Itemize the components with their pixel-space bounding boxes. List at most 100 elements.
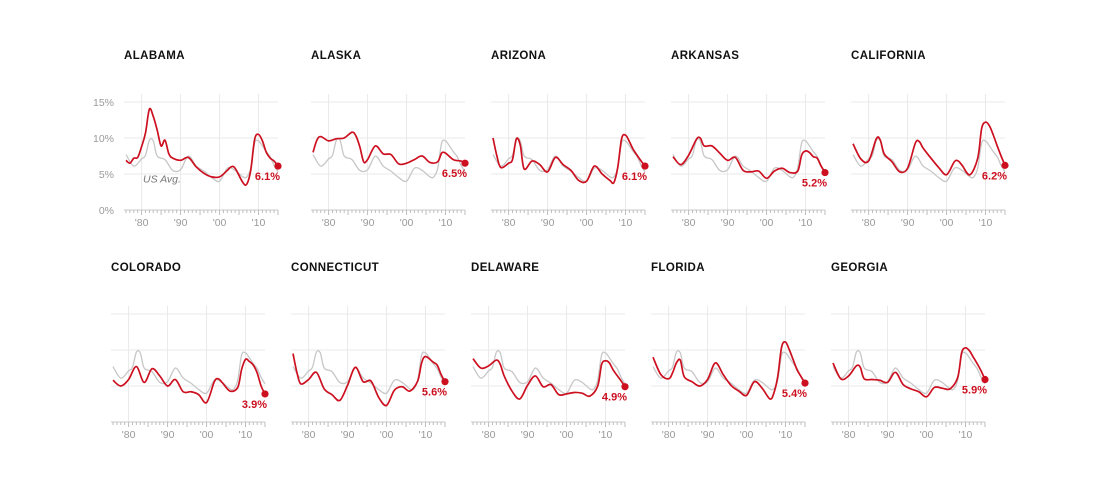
x-tick-label: '90 [541,217,555,229]
x-tick-label: '90 [521,429,535,441]
end-point-dot [821,168,829,177]
end-point-dot [621,383,629,391]
state-unemployment-line [112,358,266,404]
state-panel-arkansas: '80 '90 '00 '10 ARKANSAS 5.2% [671,50,829,229]
state-panel-delaware: '80 '90 '00 '10 DELAWARE 4.9% [471,262,629,441]
us-average-line [292,349,446,395]
x-tick-label: '00 [740,429,754,441]
state-panel-florida: '80 '90 '00 '10 FLORIDA 5.4% [651,262,809,441]
state-unemployment-line [125,107,279,187]
state-title: CONNECTICUT [291,262,379,274]
x-tick-label: '80 [502,217,516,229]
y-tick-label: 5% [99,169,114,181]
state-title: COLORADO [111,262,181,274]
end-value-label: 5.2% [802,178,827,190]
x-tick-label: '90 [174,217,188,229]
x-tick-label: '10 [619,217,633,229]
us-average-line [672,137,826,183]
x-tick-label: '00 [380,429,394,441]
y-tick-label: 10% [93,133,114,145]
state-title: DELAWARE [471,262,539,274]
end-value-label: 6.2% [982,170,1007,182]
us-average-line [112,349,266,395]
end-value-label: 5.9% [962,385,987,397]
state-unemployment-line [472,358,626,400]
state-panel-alaska: '80 '90 '00 '10 ALASKA 6.5% [311,50,469,229]
us-average-line [852,137,1006,183]
x-tick-label: '00 [760,217,774,229]
x-tick-label: '80 [302,429,316,441]
end-point-dot [981,375,989,384]
state-title: ARIZONA [491,50,546,62]
x-tick-label: '10 [979,217,993,229]
x-tick-label: '90 [361,217,375,229]
x-tick-label: '90 [721,217,735,229]
x-tick-label: '00 [920,429,934,441]
x-tick-label: '00 [400,217,414,229]
end-value-label: 6.5% [442,168,467,180]
x-tick-label: '90 [341,429,355,441]
state-unemployment-line [652,341,806,400]
x-tick-label: '80 [135,217,149,229]
state-panel-colorado: '80 '90 '00 '10 COLORADO 3.9% [111,262,269,441]
x-tick-label: '80 [322,217,336,229]
x-tick-label: '10 [239,429,253,441]
state-title: CALIFORNIA [851,50,926,62]
y-tick-label: 15% [93,97,114,109]
x-tick-label: '00 [580,217,594,229]
x-tick-label: '10 [419,429,433,441]
end-value-label: 6.1% [255,171,280,183]
end-value-label: 5.4% [782,388,807,400]
state-panel-georgia: '80 '90 '00 '10 GEORGIA 5.9% [831,262,989,441]
state-unemployment-line [492,133,646,185]
end-point-dot [261,390,269,398]
us-average-line [652,349,806,395]
state-unemployment-line [852,121,1006,176]
x-tick-label: '80 [122,429,136,441]
us-average-label: US Avg. [143,173,181,185]
end-point-dot [461,159,469,167]
x-tick-label: '80 [662,429,676,441]
end-point-dot [274,162,282,170]
state-title: ARKANSAS [671,50,739,62]
x-tick-label: '80 [482,429,496,441]
x-tick-label: '90 [701,429,715,441]
x-tick-label: '80 [862,217,876,229]
end-value-label: 4.9% [602,392,627,404]
state-panel-california: '80 '90 '00 '10 CALIFORNIA 6.2% [851,50,1009,229]
x-tick-label: '00 [560,429,574,441]
end-value-label: 3.9% [242,399,267,411]
state-title: FLORIDA [651,262,705,274]
x-tick-label: '10 [252,217,266,229]
x-tick-label: '80 [682,217,696,229]
state-unemployment-line [672,136,826,180]
us-average-line [832,349,986,395]
end-point-dot [1001,161,1009,169]
state-unemployment-line [832,346,986,398]
state-panel-connecticut: '80 '90 '00 '10 CONNECTICUT 5.6% [291,262,449,441]
state-title: ALABAMA [124,50,185,62]
state-panel-alabama: '80 '90 '00 '10 0% 5% 10% 15% ALABAMA 6.1% US Avg. [93,50,282,229]
x-tick-label: '10 [599,429,613,441]
end-point-dot [441,378,449,386]
state-title: GEORGIA [831,262,888,274]
x-tick-label: '10 [959,429,973,441]
x-tick-label: '90 [161,429,175,441]
x-tick-label: '00 [213,217,227,229]
end-value-label: 5.6% [422,387,447,399]
x-tick-label: '10 [439,217,453,229]
end-point-dot [801,379,809,387]
end-value-label: 6.1% [622,171,647,183]
x-tick-label: '10 [799,217,813,229]
x-tick-label: '10 [779,429,793,441]
state-unemployment-line [292,353,446,407]
state-unemployment-line [312,131,466,166]
x-tick-label: '00 [200,429,214,441]
state-title: ALASKA [311,50,361,62]
state-panel-arizona: '80 '90 '00 '10 ARIZONA 6.1% [491,50,649,229]
x-tick-label: '80 [842,429,856,441]
x-tick-label: '90 [881,429,895,441]
end-point-dot [641,162,649,170]
